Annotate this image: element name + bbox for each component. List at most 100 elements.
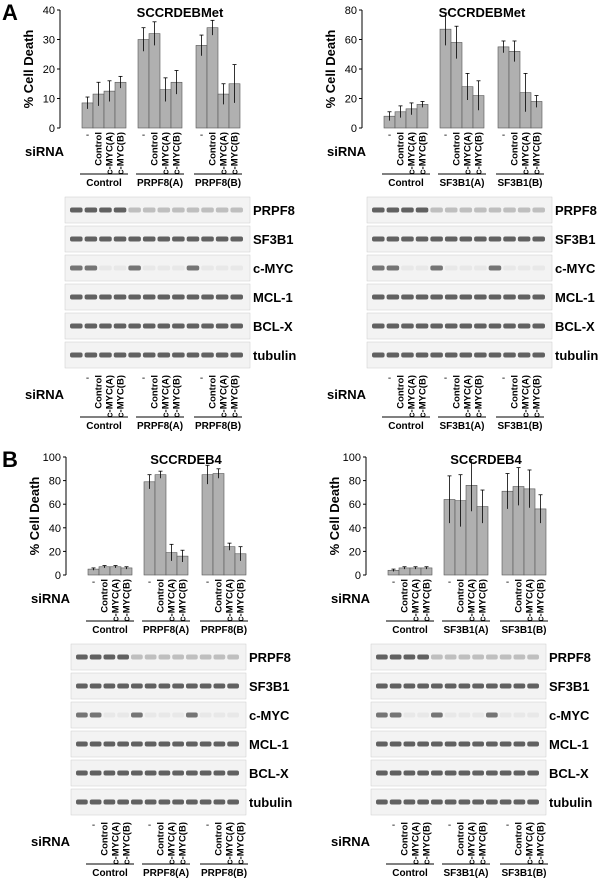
blot-lane-label: - [506,820,509,831]
blot-band [389,683,402,689]
blot-band [186,352,200,358]
bar [137,39,150,129]
blot-band [403,654,416,660]
y-tick-label: 30 [43,35,55,47]
blot-band [503,294,516,300]
chart-lane-label: - [502,130,505,141]
blot-band [430,352,443,358]
blot-band [199,770,212,776]
blot-band [458,799,471,805]
blot-band [499,741,512,747]
y-tick-label: 100 [343,452,361,464]
blot-band [474,323,487,329]
blot-band [459,294,473,300]
blot-band [532,236,545,242]
blot-band [386,236,400,242]
blot-band [215,207,229,213]
blot-band [199,741,212,747]
blot-band [230,207,243,213]
chart-sirna-label: siRNA [31,591,71,606]
blot-lane-label: - [142,373,145,384]
blot-band [142,294,156,300]
blot-band [372,265,385,271]
chart-lane-label: - [148,577,151,588]
blot-band [117,654,129,660]
blot-band [532,323,545,329]
blot-band [128,265,141,271]
blot-label: PRPF8 [253,203,295,218]
blot-band [76,654,88,660]
blot-band [444,265,458,271]
y-tick-label: 0 [55,570,61,582]
chart-lane-label: c-MYC(A) [463,132,474,175]
bar [508,50,521,129]
blot-band [430,236,443,242]
blot-lane-label: c-MYC(A) [407,375,418,418]
blot-lane-label: - [392,820,395,831]
blot-band [157,236,171,242]
blot-band [128,236,141,242]
blot-band [172,323,185,329]
blot-band [415,294,429,300]
blot-band [76,770,88,776]
blot-band [186,799,198,805]
blot-band [513,770,526,776]
blot-band [158,741,171,747]
y-tick-label: 40 [49,523,61,535]
blot-band [376,770,388,776]
blot-band [99,236,112,242]
blot-band [172,770,184,776]
blot-band [472,654,484,660]
blot-lane-label: - [388,373,391,384]
blot-lane-label: Control [214,822,225,856]
chart-lane-label: Control [94,132,105,166]
blot-band [158,799,171,805]
blot-band [99,265,112,271]
blot-group-label: Control [86,421,122,432]
blot-band [172,352,185,358]
blot-band [186,236,200,242]
blot-band [117,683,129,689]
chart-lane-label: Control [400,579,411,613]
blot-band [215,265,229,271]
chart-lane-label: c-MYC(A) [525,579,536,622]
blot-group-label: PRPF8(A) [143,868,189,879]
bar [143,481,156,576]
chart-lane-label: c-MYC(B) [236,579,247,622]
chart-lane-label: Control [214,579,225,613]
blot-band [103,741,116,747]
blot-band [172,294,185,300]
blot-band [213,799,226,805]
blot-lane-label: - [148,820,151,831]
blot-band [513,799,526,805]
blot-band [113,323,127,329]
blot-group-label: SF3B1(B) [497,421,542,432]
chart-lane-label: Control [150,132,161,166]
blot-band [157,294,171,300]
blot-band [503,323,516,329]
chart-lane-label: c-MYC(B) [478,579,489,622]
y-tick-label: 40 [345,64,357,76]
chart-lane-label: c-MYC(A) [407,132,418,175]
blot-band [430,323,443,329]
blot-sirna-label: siRNA [331,834,371,849]
blot-sirna-label: siRNA [25,387,65,402]
blot-band [401,294,414,300]
y-tick-label: 60 [345,35,357,47]
chart-lane-label: Control [100,579,111,613]
y-tick-label: 20 [345,94,357,106]
chart-title: SCCRDEB4 [450,452,522,467]
blot-band [517,265,531,271]
chart-title: SCCRDEBMet [439,5,526,20]
blot-band [89,799,102,805]
blot-band [444,654,457,660]
chart-lane-label: c-MYC(B) [178,579,189,622]
chart-group-label: Control [388,178,424,189]
blot-lane-label: c-MYC(A) [167,822,178,865]
blot-sirna-label: siRNA [31,834,71,849]
chart-lane-label: c-MYC(B) [116,132,127,175]
blot-band [89,741,102,747]
blot-band [76,712,88,718]
blot-band [376,654,388,660]
chart-lane-label: c-MYC(A) [521,132,532,175]
